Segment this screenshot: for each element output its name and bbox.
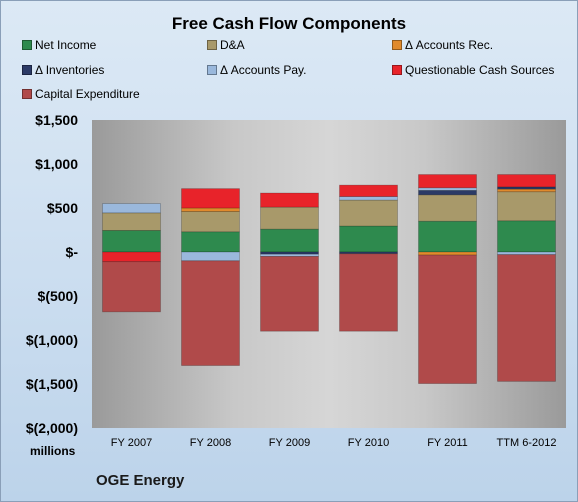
bar-questionable-cash-sources-fy-2007 xyxy=(102,251,161,263)
chart-title: Free Cash Flow Components xyxy=(171,14,407,33)
x-tick-label-fy-2007: FY 2007 xyxy=(111,437,152,449)
company-name: OGE Energy xyxy=(96,472,185,489)
y-tick-label-1: $1,000 xyxy=(35,156,78,172)
bar-net-income-ttm-6-2012 xyxy=(497,220,556,253)
bar-d-a-fy-2010 xyxy=(339,199,398,227)
bar-net-income-fy-2010 xyxy=(339,225,398,253)
bar-accounts-pay-fy-2008 xyxy=(181,251,240,262)
x-tick-label-fy-2010: FY 2010 xyxy=(348,437,389,449)
bar-capital-expenditure-fy-2009 xyxy=(260,255,319,332)
y-tick-label-4: $(500) xyxy=(38,288,78,304)
legend-item-capex: Capital Expenditure xyxy=(22,87,140,101)
bar-d-a-fy-2007 xyxy=(102,212,161,231)
y-axis: $1,500 $1,000 $500 $- $(500) $(1,000) $(1,500)… xyxy=(26,112,78,436)
legend-swatch-net-income xyxy=(22,40,32,50)
legend-item-da: D&A xyxy=(207,38,245,52)
legend-label-questionable-cash: Questionable Cash Sources xyxy=(405,63,555,77)
bar-questionable-cash-sources-fy-2010 xyxy=(339,184,398,197)
y-tick-label-5: $(1,000) xyxy=(26,332,78,348)
bar-questionable-cash-sources-ttm-6-2012 xyxy=(497,174,556,188)
plot-area xyxy=(92,120,566,428)
legend-swatch-questionable-cash xyxy=(392,65,402,75)
unit-label: millions xyxy=(30,444,76,458)
legend-swatch-accounts-pay xyxy=(207,65,217,75)
bar-accounts-pay-fy-2010 xyxy=(339,196,398,201)
bar-net-income-fy-2007 xyxy=(102,230,161,253)
y-tick-label-2: $500 xyxy=(47,200,78,216)
legend-label-da: D&A xyxy=(220,38,245,52)
legend-item-questionable-cash: Questionable Cash Sources xyxy=(392,63,554,77)
y-tick-label-3: $- xyxy=(66,244,79,260)
bar-questionable-cash-sources-fy-2008 xyxy=(181,188,240,209)
x-tick-label-ttm-6-2012: TTM 6-2012 xyxy=(497,437,557,449)
bar-inventories-fy-2011 xyxy=(418,189,477,196)
bar-questionable-cash-sources-fy-2011 xyxy=(418,174,477,189)
legend-swatch-da xyxy=(207,40,217,50)
legend-label-accounts-rec: Δ Accounts Rec. xyxy=(405,38,494,52)
bar-accounts-pay-fy-2007 xyxy=(102,203,161,214)
bar-d-a-fy-2008 xyxy=(181,211,240,233)
legend-item-net-income: Net Income xyxy=(22,38,96,52)
y-tick-label-6: $(1,500) xyxy=(26,376,78,392)
bar-net-income-fy-2008 xyxy=(181,231,240,253)
legend-swatch-accounts-rec xyxy=(392,40,402,50)
legend-label-net-income: Net Income xyxy=(35,38,97,52)
y-tick-label-0: $1,500 xyxy=(35,112,78,128)
y-tick-label-7: $(2,000) xyxy=(26,420,78,436)
legend-item-accounts-pay: Δ Accounts Pay. xyxy=(207,63,307,77)
bar-accounts-rec-fy-2011 xyxy=(418,251,477,256)
x-axis: FY 2007 FY 2008 FY 2009 FY 2010 FY 2011 TTM 6… xyxy=(111,437,557,449)
bars-layer xyxy=(102,174,556,384)
bar-questionable-cash-sources-fy-2009 xyxy=(260,192,319,208)
bar-d-a-fy-2009 xyxy=(260,206,319,230)
x-tick-label-fy-2008: FY 2008 xyxy=(190,437,231,449)
legend-label-inventories: Δ Inventories xyxy=(35,63,105,77)
legend-label-accounts-pay: Δ Accounts Pay. xyxy=(220,63,307,77)
legend: Net Income D&A Δ Accounts Rec. Δ Invento… xyxy=(0,0,578,110)
bar-net-income-fy-2009 xyxy=(260,228,319,253)
bar-capital-expenditure-ttm-6-2012 xyxy=(497,254,556,382)
x-tick-label-fy-2011: FY 2011 xyxy=(427,437,468,449)
legend-item-inventories: Δ Inventories xyxy=(22,63,104,77)
legend-item-accounts-rec: Δ Accounts Rec. xyxy=(392,38,493,52)
legend-swatch-capex xyxy=(22,89,32,99)
legend-swatch-inventories xyxy=(22,65,32,75)
bar-capital-expenditure-fy-2011 xyxy=(418,254,477,384)
legend-label-capex: Capital Expenditure xyxy=(35,87,140,101)
x-tick-label-fy-2009: FY 2009 xyxy=(269,437,310,449)
bar-capital-expenditure-fy-2007 xyxy=(102,261,161,313)
bar-capital-expenditure-fy-2010 xyxy=(339,253,398,332)
bar-accounts-rec-fy-2008 xyxy=(181,207,240,212)
bar-d-a-fy-2011 xyxy=(418,194,477,222)
bar-net-income-fy-2011 xyxy=(418,220,477,253)
bar-capital-expenditure-fy-2008 xyxy=(181,260,240,366)
bar-d-a-ttm-6-2012 xyxy=(497,191,556,222)
